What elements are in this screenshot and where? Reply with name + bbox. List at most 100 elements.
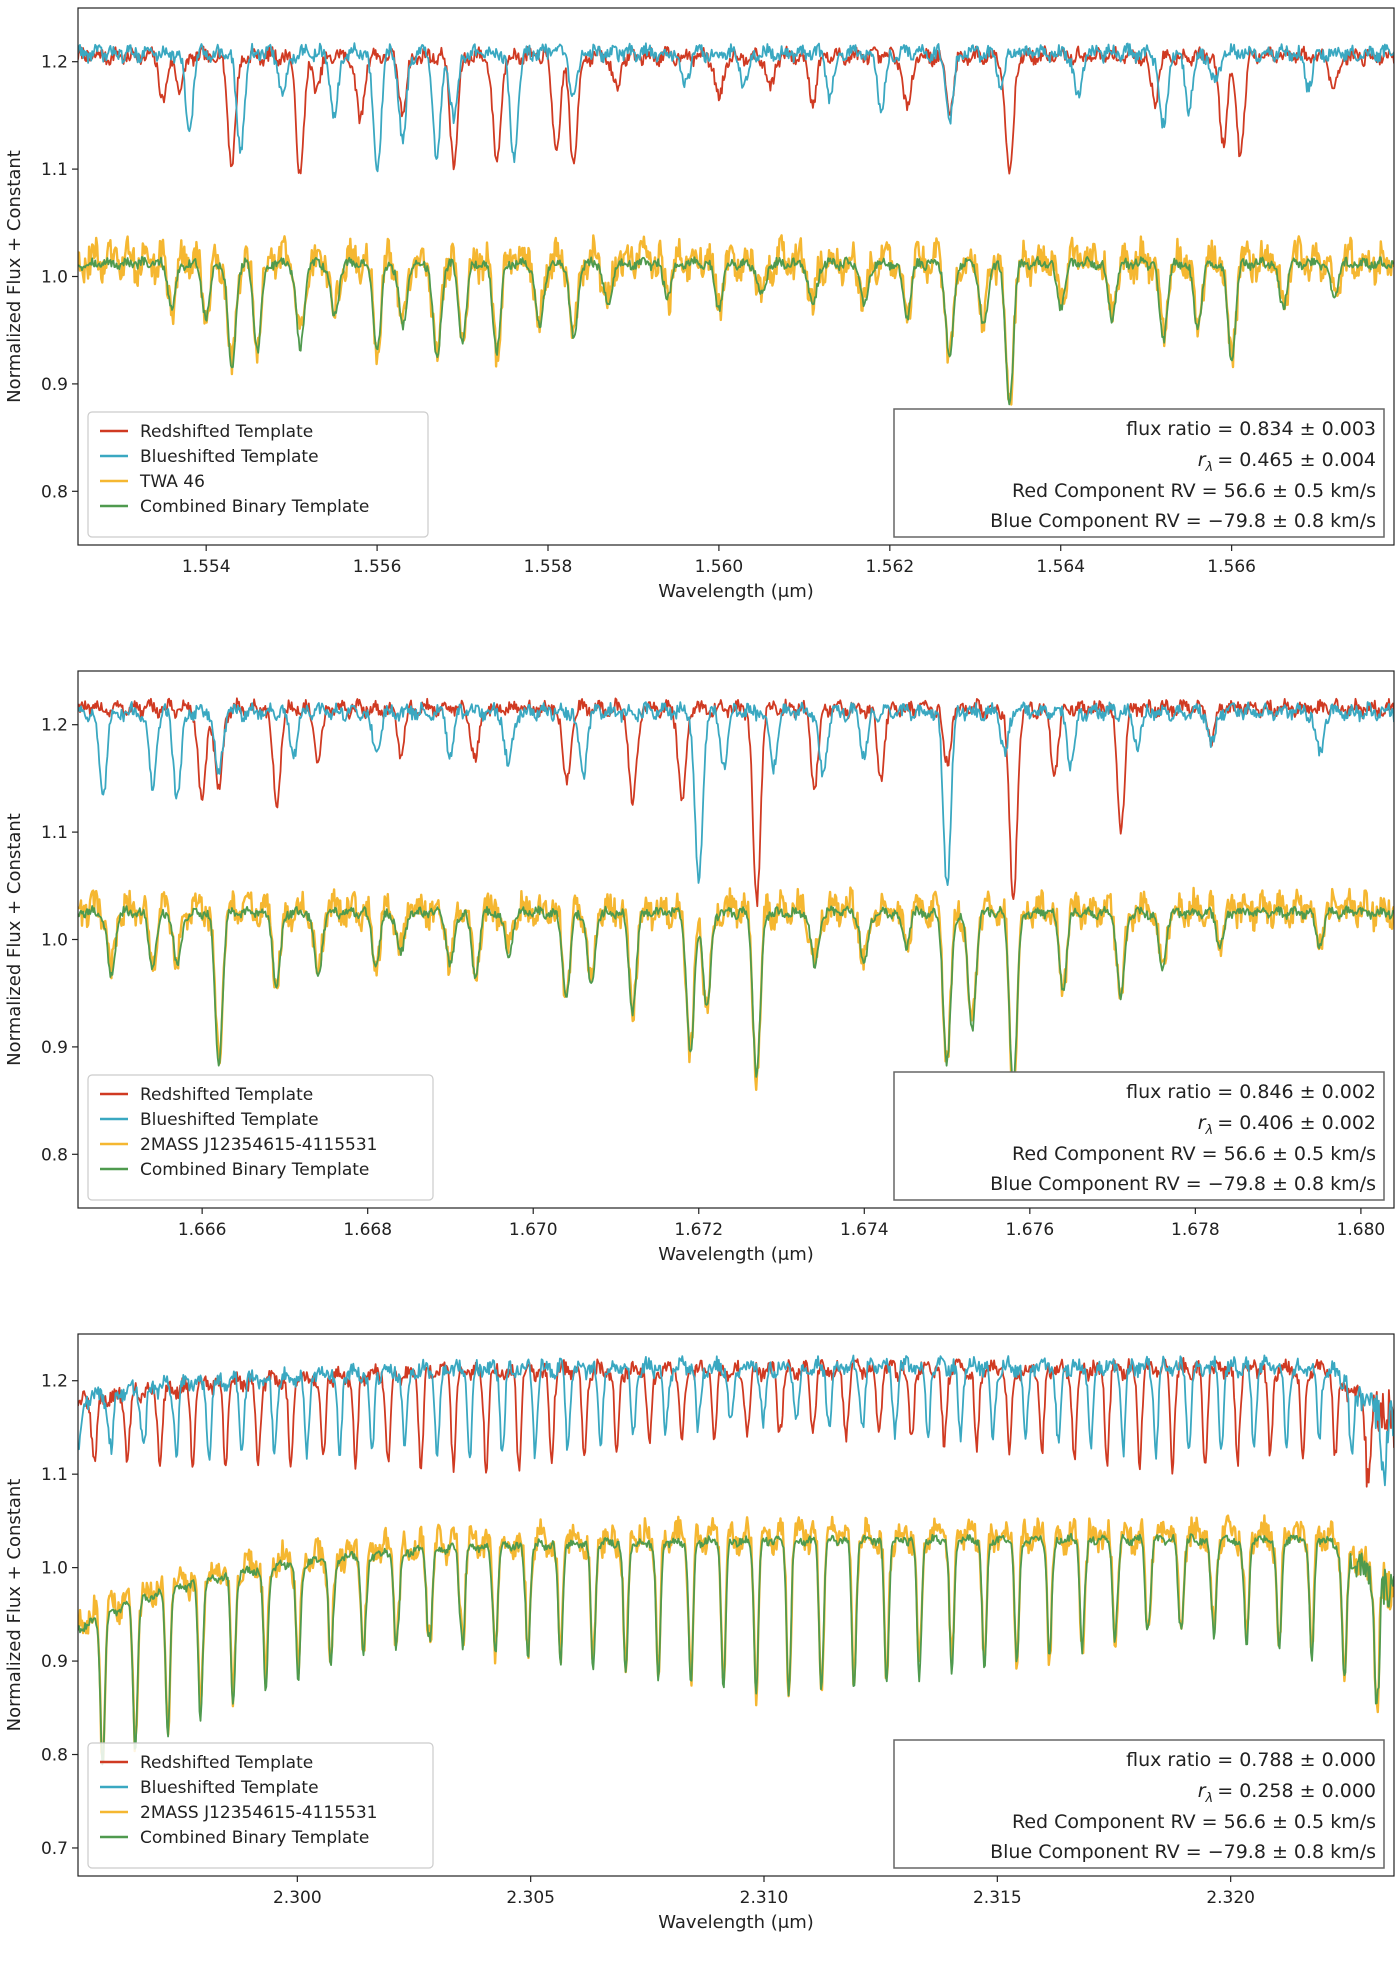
x-tick-label: 1.680 [1337,1220,1386,1240]
y-tick-label: 0.9 [41,375,68,395]
r-lambda-value: = 0.258 ± 0.000 [1217,1780,1376,1802]
series-line-3 [78,886,1394,1098]
x-tick-label: 1.668 [343,1220,392,1240]
legend-entry: Combined Binary Template [140,1828,369,1848]
x-tick-label: 2.320 [1206,1888,1255,1908]
r-lambda-symbol: r [1198,1780,1207,1802]
series-line-4 [78,905,1394,1087]
legend: Redshifted Template Blueshifted Template 2… [87,1074,434,1201]
x-tick-label: 1.558 [524,557,573,577]
chart-panel-2: 1.666 1.668 1.670 1.672 1.674 1.676 1.678 1.680… [0,663,1400,1303]
legend-entry: Blueshifted Template [140,1110,319,1130]
series-line-4 [78,255,1394,406]
chart-panel-1: 1.554 1.556 1.558 1.560 1.562 1.564 1.566 0.8 0.… [0,0,1400,640]
spectrum-chart-3: 2.300 2.305 2.310 2.315 2.320 0.7 0.8 0.9 1.0 1.1… [4,1333,1395,1933]
y-tick-label: 1.1 [41,1465,68,1485]
y-tick-label: 0.8 [41,1746,68,1766]
series-line-1 [78,697,1394,908]
x-tick-label: 2.300 [273,1888,322,1908]
legend-entry: 2MASS J12354615-4115531 [140,1135,378,1155]
legend-entry: Redshifted Template [140,1753,313,1773]
red-rv-text: Red Component RV = 56.6 ± 0.5 km/s [1012,1143,1376,1165]
y-axis-label: Normalized Flux + Constant [4,1479,25,1732]
r-lambda-subscript: λ [1205,460,1214,475]
series-line-2 [78,1354,1394,1487]
y-tick-label: 0.8 [41,1145,68,1165]
series-line-4 [78,1532,1394,1766]
series-group [78,697,1394,1098]
y-tick-label: 1.2 [41,716,68,736]
chart-panel-3: 2.300 2.305 2.310 2.315 2.320 0.7 0.8 0.9 1.0 1.1… [0,1326,1400,1966]
y-tick-label: 1.0 [41,931,68,951]
y-tick-label: 1.1 [41,160,68,180]
legend: Redshifted Template Blueshifted Template T… [87,411,429,538]
red-rv-text: Red Component RV = 56.6 ± 0.5 km/s [1012,480,1376,502]
x-tick-label: 1.678 [1171,1220,1220,1240]
y-axis-label: Normalized Flux + Constant [4,150,25,403]
x-tick-label: 2.310 [740,1888,789,1908]
y-tick-label: 0.7 [41,1839,68,1859]
blue-rv-text: Blue Component RV = −79.8 ± 0.8 km/s [990,1841,1376,1863]
y-tick-label: 0.9 [41,1652,68,1672]
legend-entry: Blueshifted Template [140,1778,319,1798]
legend-entry: 2MASS J12354615-4115531 [140,1803,378,1823]
annotation-box [893,1739,1385,1869]
x-tick-label: 1.676 [1005,1220,1054,1240]
y-tick-label: 1.1 [41,823,68,843]
series-line-2 [78,701,1394,887]
r-lambda-subscript: λ [1205,1123,1214,1138]
legend-box [87,411,429,538]
x-tick-label: 1.672 [674,1220,723,1240]
legend-entry: Redshifted Template [140,1085,313,1105]
x-axis-label: Wavelength (μm) [658,581,814,602]
x-tick-label: 1.670 [509,1220,558,1240]
legend-entry: Combined Binary Template [140,497,369,517]
x-tick-label: 2.315 [973,1888,1022,1908]
r-lambda-symbol: r [1198,449,1207,471]
annotation-box [893,1071,1385,1201]
series-line-3 [78,1514,1394,1764]
y-tick-label: 1.2 [41,53,68,73]
legend-entry: Combined Binary Template [140,1160,369,1180]
legend: Redshifted Template Blueshifted Template 2… [87,1742,434,1869]
r-lambda-text: rλ = 0.406 ± 0.002 [1198,1112,1376,1138]
x-tick-label: 2.305 [506,1888,555,1908]
x-tick-label: 1.564 [1036,557,1085,577]
annotation-box [893,408,1385,538]
r-lambda-value: = 0.406 ± 0.002 [1217,1112,1376,1134]
series-group [78,1354,1394,1766]
flux-ratio-text: flux ratio = 0.846 ± 0.002 [1126,1081,1376,1103]
y-axis-label: Normalized Flux + Constant [4,813,25,1066]
x-tick-label: 1.556 [353,557,402,577]
plot-frame [77,1333,1395,1877]
x-tick-label: 1.566 [1207,557,1256,577]
fit-annotation: flux ratio = 0.788 ± 0.000 rλ = 0.258 ± 0.… [893,1739,1385,1869]
flux-ratio-text: flux ratio = 0.788 ± 0.000 [1126,1749,1376,1771]
flux-ratio-text: flux ratio = 0.834 ± 0.003 [1126,418,1376,440]
series-line-2 [78,42,1394,173]
x-tick-label: 1.560 [695,557,744,577]
r-lambda-text: rλ = 0.258 ± 0.000 [1198,1780,1376,1806]
blue-rv-text: Blue Component RV = −79.8 ± 0.8 km/s [990,1173,1376,1195]
x-axis-label: Wavelength (μm) [658,1912,814,1933]
y-tick-label: 1.2 [41,1372,68,1392]
x-tick-label: 1.666 [178,1220,227,1240]
spectrum-chart-2: 1.666 1.668 1.670 1.672 1.674 1.676 1.678 1.680… [4,670,1395,1265]
red-rv-text: Red Component RV = 56.6 ± 0.5 km/s [1012,1811,1376,1833]
fit-annotation: flux ratio = 0.846 ± 0.002 rλ = 0.406 ± 0.… [893,1071,1385,1201]
y-tick-label: 0.9 [41,1038,68,1058]
x-tick-label: 1.554 [182,557,231,577]
blue-rv-text: Blue Component RV = −79.8 ± 0.8 km/s [990,510,1376,532]
y-tick-label: 1.0 [41,1559,68,1579]
legend-box [87,1742,434,1869]
legend-entry: Redshifted Template [140,422,313,442]
y-tick-label: 1.0 [41,268,68,288]
legend-box [87,1074,434,1201]
legend-entry: Blueshifted Template [140,447,319,467]
r-lambda-value: = 0.465 ± 0.004 [1217,449,1376,471]
series-group [78,42,1394,406]
spectrum-chart-1: 1.554 1.556 1.558 1.560 1.562 1.564 1.566 0.8 0.… [4,7,1395,602]
x-tick-label: 1.562 [865,557,914,577]
fit-annotation: flux ratio = 0.834 ± 0.003 rλ = 0.465 ± 0.… [893,408,1385,538]
r-lambda-subscript: λ [1205,1791,1214,1806]
